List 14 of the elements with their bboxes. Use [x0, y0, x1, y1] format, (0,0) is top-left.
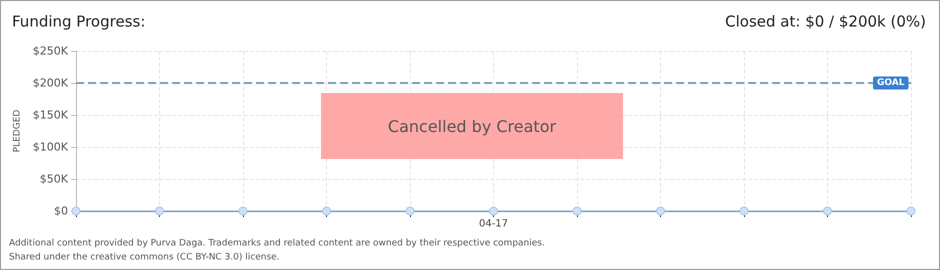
ref-line-label: GOAL	[877, 78, 905, 88]
y-axis-title: PLEDGED	[12, 110, 22, 152]
y-tick-label: $250K	[32, 44, 69, 58]
y-tick-label: $0	[54, 204, 68, 218]
y-tick-label: $150K	[32, 108, 69, 122]
y-tick-label: $200K	[32, 76, 69, 90]
chart-subtitle: Closed at: $0 / $200k (0%)	[725, 12, 926, 30]
cancelled-overlay: Cancelled by Creator	[321, 93, 623, 159]
text: Additional content provided by Purva Daga. Trademarks and related content are owned by their respective companies.	[9, 238, 545, 248]
y-tick-label: $100K	[32, 140, 69, 154]
text: Shared under the creative commons (CC BY-NC 3.0) license.	[9, 252, 280, 262]
x-tick-label: 04-17	[478, 218, 508, 230]
y-tick-label: $50K	[40, 172, 69, 186]
chart-title: Funding Progress:	[12, 12, 146, 30]
